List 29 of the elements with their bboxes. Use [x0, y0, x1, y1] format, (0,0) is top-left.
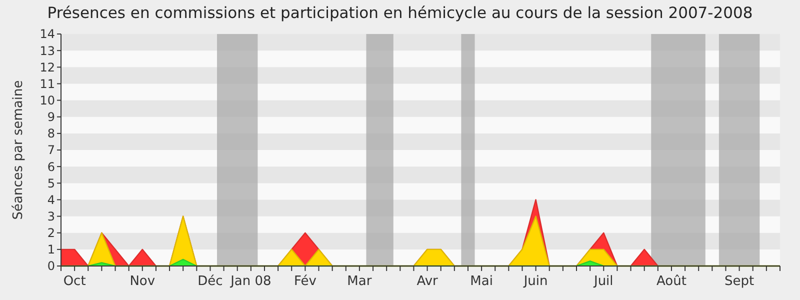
y-tick-label: 7	[47, 143, 55, 158]
y-tick-label: 2	[47, 226, 55, 240]
y-tick-label: 9	[47, 110, 55, 124]
y-tick-label: 13	[40, 44, 55, 58]
x-tick-label: Oct	[63, 274, 86, 289]
y-tick-label: 8	[47, 126, 55, 141]
chart-title: Présences en commissions et participation en hémicycle au cours de la session 2007-2008	[47, 4, 753, 22]
y-tick-label: 0	[47, 259, 55, 274]
x-tick-label: Déc	[198, 274, 223, 289]
y-tick-label: 5	[47, 176, 55, 190]
x-tick-label: Juil	[592, 274, 614, 289]
x-tick-label: Juin	[522, 274, 548, 289]
y-tick-label: 11	[40, 76, 55, 91]
y-tick-label: 10	[40, 93, 55, 108]
x-tick-label: Sept	[724, 274, 754, 289]
y-tick-label: 12	[40, 60, 55, 74]
x-tick-label: Fév	[294, 274, 317, 289]
x-tick-label: Nov	[130, 274, 156, 289]
y-tick-label: 4	[47, 192, 55, 207]
y-axis-title: Séances par semaine	[11, 80, 26, 220]
x-tick-label: Mar	[347, 274, 372, 289]
x-tick-label: Mai	[470, 274, 493, 289]
y-tick-label: 3	[47, 209, 55, 224]
x-tick-label: Août	[656, 274, 686, 289]
y-tick-label: 1	[47, 242, 55, 257]
x-tick-label: Avr	[416, 274, 439, 289]
y-tick-label: 6	[47, 160, 55, 174]
x-tick-label: Jan 08	[230, 274, 272, 289]
y-tick-label: 14	[40, 27, 55, 42]
